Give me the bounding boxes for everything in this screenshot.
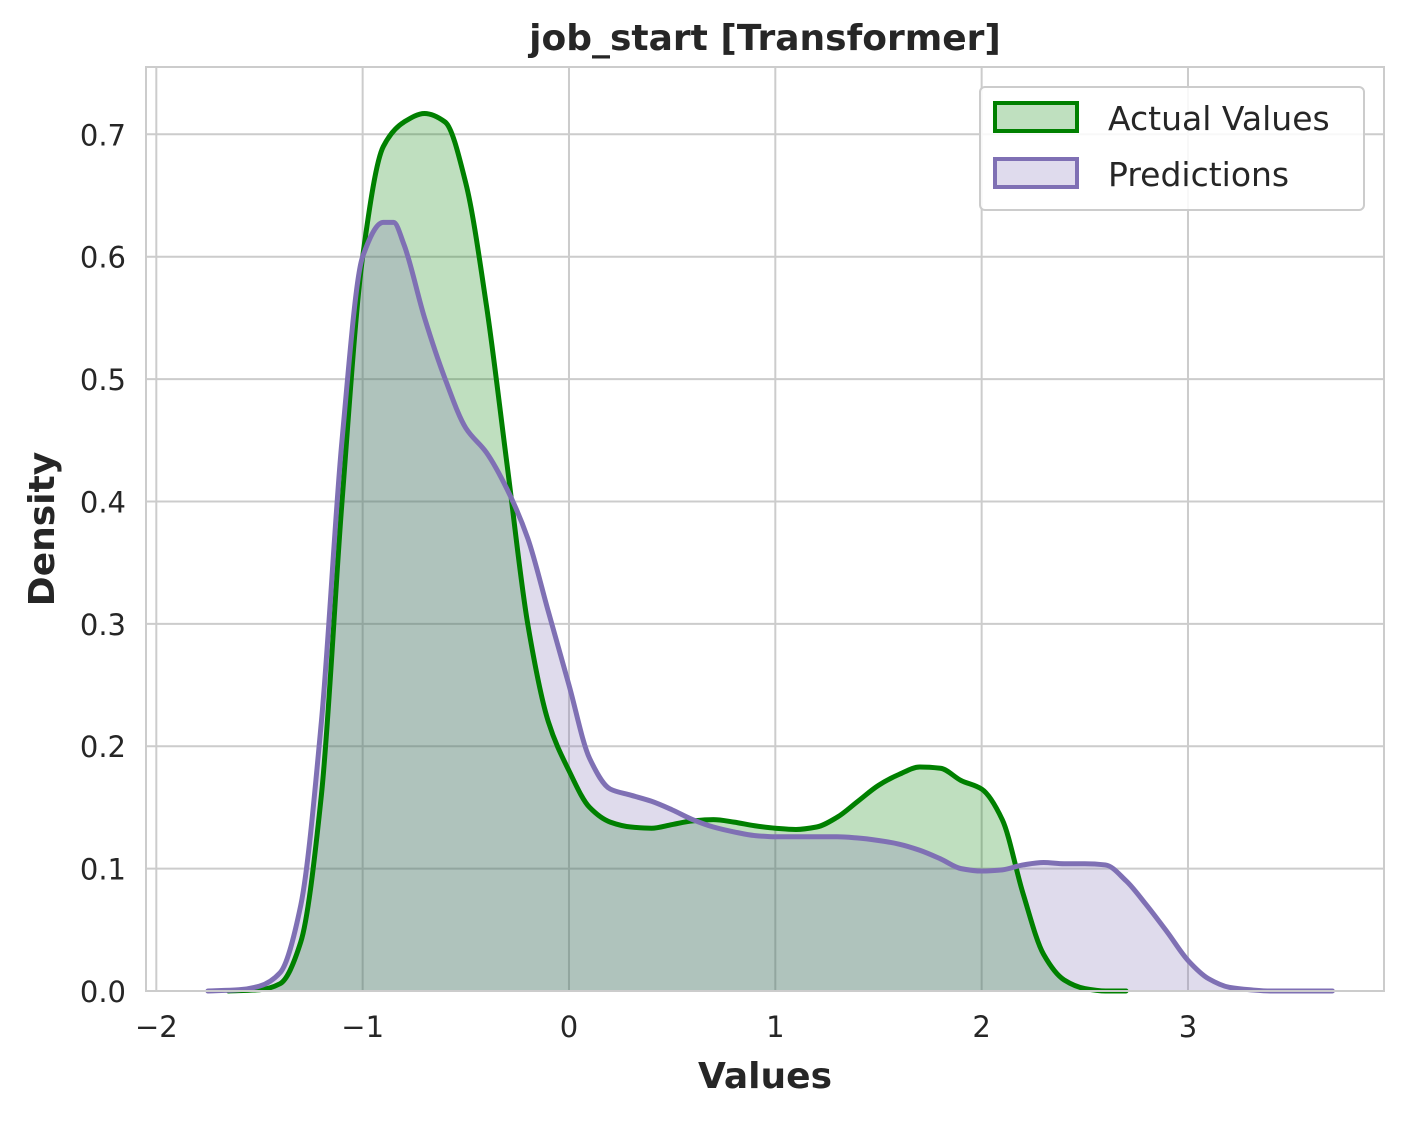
y-tick-label: 0.7 xyxy=(80,118,126,152)
x-tick-label: 2 xyxy=(972,1010,990,1044)
legend-label-predictions: Predictions xyxy=(1108,155,1289,194)
legend: Actual Values Predictions xyxy=(979,86,1365,211)
x-tick-label: 3 xyxy=(1179,1010,1197,1044)
plot-frame xyxy=(145,66,1385,992)
density-fills xyxy=(207,113,1333,991)
x-tick-label: 1 xyxy=(766,1010,784,1044)
legend-label-actual-values: Actual Values xyxy=(1108,99,1330,138)
legend-swatch-actual-values xyxy=(993,101,1079,133)
density-line-predictions xyxy=(205,219,1335,994)
x-tick-label: 0 xyxy=(560,1010,578,1044)
y-tick-label: 0.0 xyxy=(80,975,126,1009)
legend-swatch-predictions xyxy=(993,157,1079,189)
y-tick-label: 0.6 xyxy=(80,241,126,275)
y-tick-label: 0.1 xyxy=(80,853,126,887)
tick-labels: −2 −1 0 1 2 3 0.0 0.1 0.2 0.3 0.4 0.5 0.6 0.7 xyxy=(80,118,1197,1044)
density-fill-actual-values xyxy=(228,113,1127,991)
density-lines xyxy=(205,111,1335,994)
x-tick-label: −1 xyxy=(341,1010,384,1044)
x-tick-label: −2 xyxy=(135,1010,178,1044)
x-axis-title: Values xyxy=(698,1056,832,1097)
y-tick-label: 0.4 xyxy=(80,485,126,519)
y-tick-label: 0.2 xyxy=(80,730,126,764)
chart-title: job_start [Transformer] xyxy=(527,18,1001,59)
grid xyxy=(146,67,1384,991)
y-axis-title: Density xyxy=(22,452,63,606)
density-fill-predictions xyxy=(207,222,1333,991)
y-tick-label: 0.3 xyxy=(80,608,126,642)
y-tick-label: 0.5 xyxy=(80,363,126,397)
